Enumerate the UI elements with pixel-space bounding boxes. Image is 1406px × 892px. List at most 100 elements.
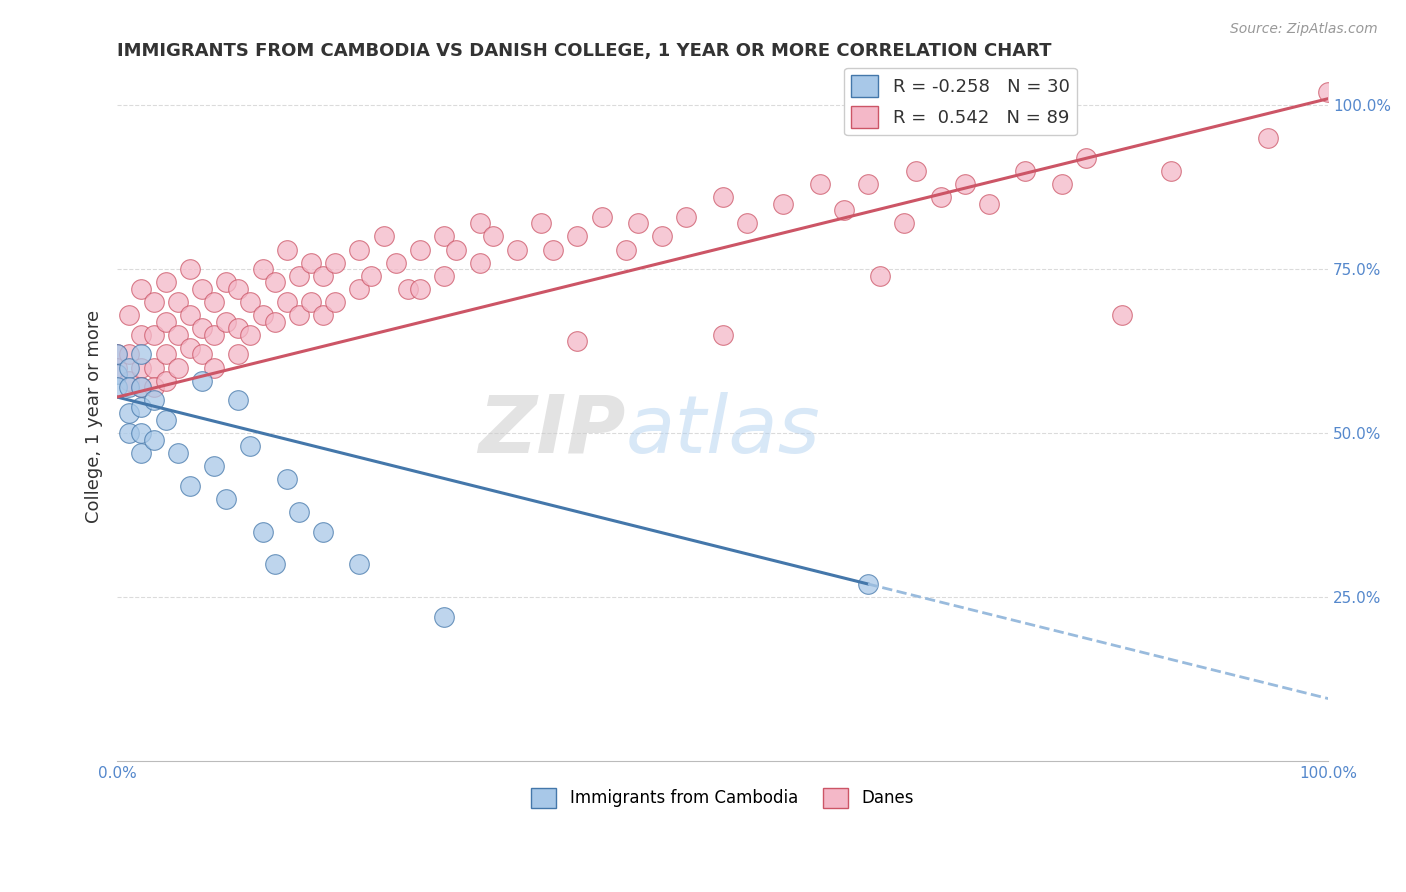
Point	[179, 308, 201, 322]
Point	[131, 327, 153, 342]
Point	[142, 393, 165, 408]
Point	[384, 255, 406, 269]
Point	[155, 374, 177, 388]
Y-axis label: College, 1 year or more: College, 1 year or more	[86, 310, 103, 524]
Point	[142, 433, 165, 447]
Point	[481, 229, 503, 244]
Point	[772, 196, 794, 211]
Point	[131, 380, 153, 394]
Point	[312, 524, 335, 539]
Point	[105, 380, 128, 394]
Point	[166, 446, 188, 460]
Point	[252, 308, 274, 322]
Point	[166, 327, 188, 342]
Point	[202, 295, 225, 310]
Legend: Immigrants from Cambodia, Danes: Immigrants from Cambodia, Danes	[524, 781, 921, 814]
Point	[202, 327, 225, 342]
Point	[349, 558, 371, 572]
Point	[179, 341, 201, 355]
Point	[409, 243, 432, 257]
Point	[131, 380, 153, 394]
Point	[215, 491, 238, 506]
Point	[470, 216, 492, 230]
Point	[239, 327, 262, 342]
Point	[541, 243, 564, 257]
Point	[239, 439, 262, 453]
Point	[856, 177, 879, 191]
Point	[675, 210, 697, 224]
Point	[118, 374, 141, 388]
Point	[1257, 131, 1279, 145]
Point	[276, 472, 298, 486]
Point	[166, 360, 188, 375]
Point	[252, 262, 274, 277]
Point	[735, 216, 758, 230]
Point	[191, 347, 214, 361]
Point	[711, 190, 734, 204]
Point	[179, 478, 201, 492]
Point	[191, 374, 214, 388]
Point	[627, 216, 650, 230]
Point	[288, 505, 311, 519]
Point	[131, 360, 153, 375]
Point	[832, 203, 855, 218]
Point	[118, 407, 141, 421]
Point	[373, 229, 395, 244]
Text: Source: ZipAtlas.com: Source: ZipAtlas.com	[1230, 22, 1378, 37]
Point	[105, 347, 128, 361]
Point	[446, 243, 468, 257]
Point	[263, 315, 285, 329]
Point	[299, 295, 322, 310]
Point	[105, 360, 128, 375]
Point	[142, 380, 165, 394]
Point	[263, 275, 285, 289]
Point	[191, 321, 214, 335]
Point	[288, 308, 311, 322]
Point	[567, 229, 589, 244]
Point	[506, 243, 529, 257]
Point	[226, 347, 249, 361]
Point	[131, 400, 153, 414]
Point	[1111, 308, 1133, 322]
Text: IMMIGRANTS FROM CAMBODIA VS DANISH COLLEGE, 1 YEAR OR MORE CORRELATION CHART: IMMIGRANTS FROM CAMBODIA VS DANISH COLLE…	[117, 42, 1052, 60]
Point	[191, 282, 214, 296]
Point	[288, 268, 311, 283]
Point	[118, 360, 141, 375]
Point	[360, 268, 382, 283]
Point	[179, 262, 201, 277]
Point	[276, 295, 298, 310]
Point	[614, 243, 637, 257]
Point	[869, 268, 891, 283]
Point	[155, 347, 177, 361]
Point	[470, 255, 492, 269]
Point	[1160, 163, 1182, 178]
Point	[263, 558, 285, 572]
Point	[118, 426, 141, 441]
Point	[567, 334, 589, 349]
Text: atlas: atlas	[626, 392, 821, 469]
Point	[118, 347, 141, 361]
Point	[142, 327, 165, 342]
Point	[299, 255, 322, 269]
Point	[1317, 85, 1340, 99]
Point	[105, 347, 128, 361]
Point	[131, 282, 153, 296]
Point	[131, 446, 153, 460]
Point	[142, 360, 165, 375]
Point	[433, 609, 456, 624]
Point	[893, 216, 915, 230]
Point	[226, 393, 249, 408]
Point	[131, 347, 153, 361]
Point	[953, 177, 976, 191]
Point	[118, 308, 141, 322]
Point	[651, 229, 673, 244]
Point	[202, 458, 225, 473]
Point	[239, 295, 262, 310]
Point	[142, 295, 165, 310]
Point	[155, 275, 177, 289]
Point	[323, 295, 346, 310]
Point	[323, 255, 346, 269]
Point	[312, 268, 335, 283]
Point	[215, 275, 238, 289]
Point	[929, 190, 952, 204]
